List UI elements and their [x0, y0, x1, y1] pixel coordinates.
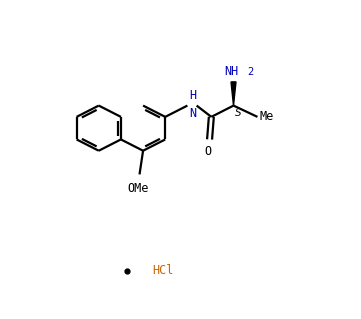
Text: 2: 2: [247, 67, 253, 77]
Text: HCl: HCl: [152, 264, 173, 277]
Polygon shape: [231, 82, 236, 106]
Text: OMe: OMe: [127, 182, 148, 195]
Text: N: N: [189, 107, 196, 120]
Text: O: O: [204, 145, 211, 158]
Text: H: H: [189, 89, 196, 102]
Text: S: S: [235, 108, 242, 118]
Text: Me: Me: [260, 110, 274, 123]
Text: NH: NH: [225, 65, 239, 78]
